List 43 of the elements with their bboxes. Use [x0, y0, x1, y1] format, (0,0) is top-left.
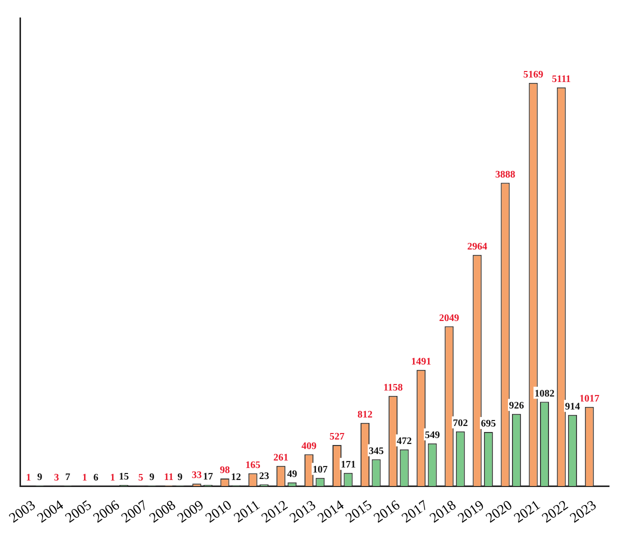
- data-label: 1017: [579, 393, 600, 404]
- data-label: 9: [37, 472, 42, 484]
- data-label: 1082: [534, 388, 554, 400]
- data-label: 1: [110, 472, 116, 484]
- data-label: 914: [565, 401, 580, 412]
- data-label: 1: [26, 472, 32, 484]
- data-label: 5: [138, 472, 144, 484]
- data-label: 171: [340, 459, 356, 470]
- data-label: 1491: [411, 356, 432, 368]
- data-label: 2964: [467, 241, 488, 252]
- data-label: 3888: [495, 169, 516, 180]
- data-label: 702: [452, 418, 468, 429]
- data-label: 812: [358, 409, 373, 420]
- data-label: 926: [508, 400, 524, 412]
- data-label: 165: [245, 460, 260, 471]
- data-label: 7: [65, 472, 70, 484]
- data-label: 9: [177, 472, 182, 484]
- data-label: 107: [312, 464, 328, 476]
- data-label: 345: [368, 446, 384, 457]
- data-label: 1158: [383, 382, 403, 394]
- data-label: 23: [259, 470, 270, 482]
- data-label: 472: [396, 436, 412, 447]
- data-label: 3: [54, 472, 60, 484]
- data-label: 6: [93, 472, 98, 484]
- data-label: 409: [301, 440, 316, 452]
- data-label: 98: [220, 465, 230, 476]
- data-label: 527: [329, 432, 344, 443]
- x-tick-label: 2010: [203, 498, 235, 526]
- data-label: 11: [164, 472, 174, 483]
- data-label: 9: [149, 472, 154, 484]
- data-label: 261: [273, 452, 288, 464]
- data-label: 49: [287, 468, 298, 480]
- data-label: 5111: [552, 74, 571, 85]
- data-label: 549: [424, 430, 440, 441]
- data-label: 15: [118, 472, 129, 483]
- data-label: 12: [231, 472, 242, 483]
- data-label: 17: [202, 471, 213, 482]
- x-tick-label: 2023: [568, 498, 600, 526]
- data-label: 2049: [439, 312, 460, 324]
- data-label: 695: [480, 418, 496, 430]
- data-label: 5169: [523, 69, 544, 80]
- data-label: 1: [82, 472, 88, 484]
- data-label: 33: [192, 470, 202, 482]
